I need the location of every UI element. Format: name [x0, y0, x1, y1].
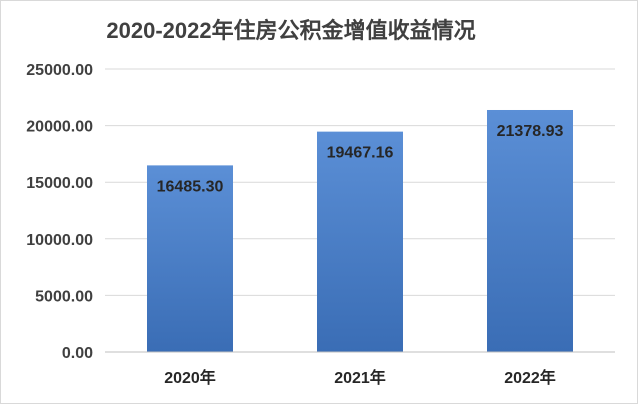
x-tick-label: 2021年: [334, 368, 386, 387]
y-tick-label: 25000.00: [26, 62, 93, 79]
bars: 16485.30 19467.16 21378.93: [147, 109, 573, 352]
data-label-2: 19467.16: [327, 145, 394, 162]
data-label-1: 16485.30: [157, 178, 224, 195]
y-tick-label: 20000.00: [26, 119, 93, 136]
chart-title: 2020-2022年住房公积金增值收益情况: [106, 18, 475, 43]
x-tick-label: 2020年: [164, 368, 216, 387]
bar-2: [317, 131, 403, 352]
y-tick-label: 5000.00: [35, 288, 93, 305]
bar-1: [147, 165, 233, 352]
y-tick-label: 10000.00: [26, 232, 93, 249]
y-axis: 0.00 5000.00 10000.00 15000.00 20000.00 25000…: [26, 62, 93, 362]
x-tick-label: 2022年: [504, 368, 556, 387]
bar-3: [487, 109, 573, 352]
data-label-3: 21378.93: [497, 123, 564, 140]
x-axis: 2020年 2021年 2022年: [105, 351, 615, 387]
y-tick-label: 15000.00: [26, 175, 93, 192]
y-tick-label: 0.00: [62, 345, 93, 362]
